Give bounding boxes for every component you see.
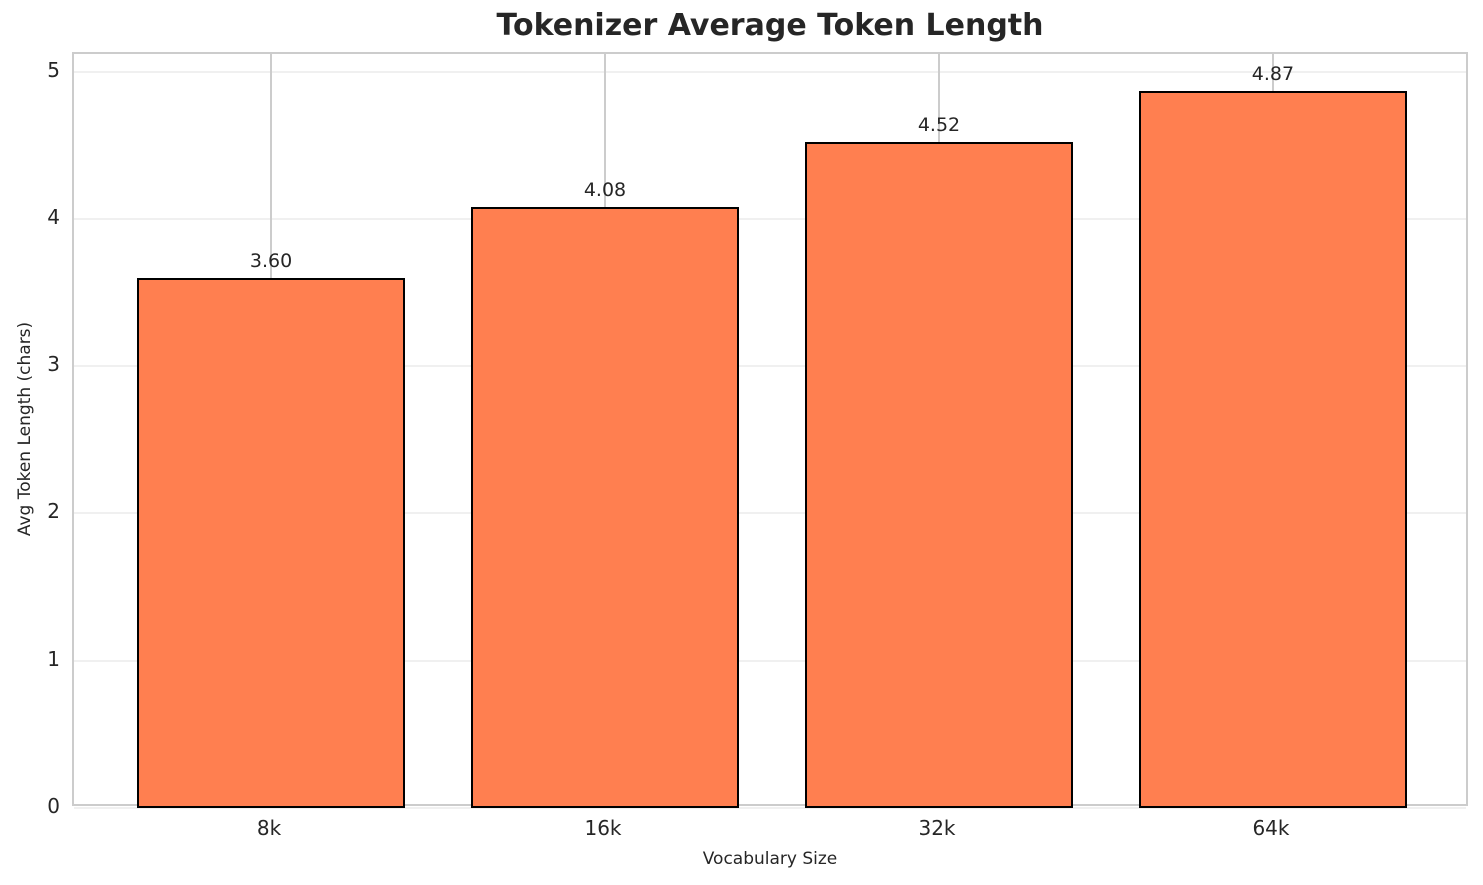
gridline-horizontal <box>74 365 1466 368</box>
gridline-horizontal <box>74 70 1466 73</box>
y-axis-label: Avg Token Length (chars) <box>14 321 35 537</box>
bar-value-label: 4.08 <box>583 179 627 202</box>
y-tick-label: 1 <box>47 646 60 671</box>
chart-title: Tokenizer Average Token Length <box>496 8 1044 43</box>
bar-8k <box>137 277 405 808</box>
bar-16k <box>471 207 739 808</box>
x-tick-label: 32k <box>918 816 956 840</box>
x-axis-label: Vocabulary Size <box>702 849 838 869</box>
gridline-horizontal <box>74 512 1466 515</box>
bar-32k <box>805 142 1073 808</box>
x-tick-label: 16k <box>584 816 622 840</box>
y-tick-label: 5 <box>47 57 60 82</box>
y-tick-label: 4 <box>47 204 60 229</box>
y-tick-label: 2 <box>47 499 60 524</box>
y-tick-label: 3 <box>47 352 60 377</box>
bar-value-label: 3.60 <box>249 250 293 273</box>
gridline-horizontal <box>74 807 1466 809</box>
bar-value-label: 4.52 <box>917 114 961 137</box>
plot-area: 3.60 4.08 4.52 4.87 <box>72 52 1468 809</box>
gridline-horizontal <box>74 217 1466 220</box>
bar-value-label: 4.87 <box>1251 63 1295 86</box>
x-tick-label: 8k <box>256 816 282 840</box>
x-tick-label: 64k <box>1252 816 1290 840</box>
y-tick-label: 0 <box>47 794 60 818</box>
bar-64k <box>1139 90 1407 808</box>
gridline-horizontal <box>74 659 1466 662</box>
